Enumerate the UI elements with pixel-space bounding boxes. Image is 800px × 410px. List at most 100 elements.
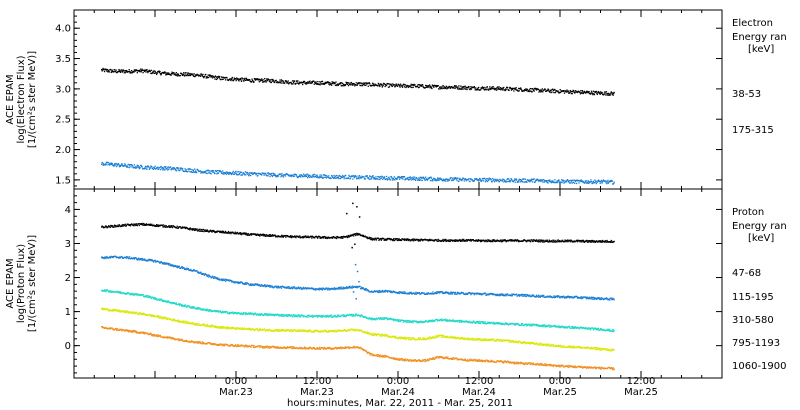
data-point	[338, 288, 340, 290]
data-point	[219, 310, 221, 312]
data-point	[311, 174, 313, 176]
data-point	[435, 85, 437, 87]
data-point	[212, 75, 214, 77]
data-point	[494, 294, 497, 296]
data-point	[532, 240, 534, 243]
data-point	[567, 179, 569, 181]
data-point	[132, 294, 135, 296]
data-point	[443, 87, 445, 90]
data-point	[145, 168, 147, 170]
data-point	[520, 293, 523, 296]
data-point	[121, 255, 123, 258]
data-point	[397, 238, 399, 240]
data-point	[610, 241, 612, 243]
data-point	[161, 263, 164, 265]
data-point	[133, 223, 136, 226]
data-point	[294, 235, 297, 238]
data-point	[418, 177, 420, 179]
data-point	[342, 85, 344, 87]
data-point	[546, 239, 549, 241]
data-point	[337, 175, 339, 177]
data-point	[485, 239, 488, 242]
data-point	[473, 180, 475, 182]
data-point	[263, 234, 266, 236]
data-point	[470, 293, 472, 296]
data-point	[431, 180, 433, 182]
data-point	[406, 84, 408, 87]
data-point	[138, 168, 140, 170]
data-point	[535, 89, 538, 91]
data-point	[522, 181, 524, 183]
data-point	[293, 80, 296, 82]
data-point	[417, 179, 419, 181]
data-point	[140, 259, 142, 261]
data-point	[365, 84, 367, 86]
data-point	[171, 71, 173, 73]
data-point	[210, 76, 212, 78]
data-point	[207, 274, 209, 276]
data-point	[485, 89, 488, 91]
data-point	[190, 268, 192, 271]
data-point	[130, 71, 132, 74]
data-point	[197, 271, 199, 273]
data-point	[315, 175, 317, 178]
data-point	[279, 173, 282, 175]
data-point	[436, 179, 438, 182]
data-point	[330, 236, 333, 238]
data-point	[368, 237, 370, 240]
data-point	[510, 294, 512, 296]
data-point	[414, 292, 416, 294]
data-point	[106, 164, 108, 166]
data-point	[566, 179, 568, 182]
data-point	[601, 91, 603, 94]
data-point	[566, 295, 569, 298]
data-point	[411, 177, 413, 179]
data-point	[448, 240, 450, 242]
data-point	[382, 84, 384, 86]
data-point	[194, 306, 196, 309]
data-point	[144, 165, 147, 168]
data-point	[155, 72, 157, 74]
data-point	[101, 162, 104, 164]
data-point	[350, 287, 353, 289]
data-point	[567, 91, 569, 93]
data-point	[529, 294, 531, 296]
data-point	[488, 240, 490, 243]
data-point	[223, 311, 226, 313]
data-point	[481, 86, 484, 88]
data-point	[117, 224, 119, 226]
data-point	[222, 278, 224, 280]
data-point	[513, 90, 515, 92]
data-point	[281, 236, 284, 238]
data-point	[446, 291, 448, 293]
data-point	[252, 283, 254, 285]
data-point	[482, 87, 484, 89]
data-point	[308, 82, 310, 84]
data-point	[394, 239, 396, 242]
data-point	[331, 175, 333, 177]
data-point	[464, 240, 466, 242]
data-point	[357, 234, 359, 236]
data-point	[102, 257, 105, 259]
data-point	[424, 87, 426, 89]
data-point	[279, 79, 281, 81]
data-point	[133, 258, 136, 260]
data-point	[311, 176, 313, 178]
data-point	[176, 265, 178, 268]
data-point	[177, 167, 179, 170]
data-point	[313, 176, 315, 178]
data-point	[458, 85, 460, 87]
data-point	[156, 72, 158, 74]
data-point	[595, 298, 597, 301]
data-point	[276, 81, 279, 83]
data-point	[463, 180, 465, 182]
data-point	[320, 174, 323, 176]
data-point	[292, 314, 295, 316]
data-point	[480, 292, 482, 295]
data-point	[357, 83, 359, 85]
data-point	[459, 238, 461, 241]
data-point	[432, 291, 434, 293]
data-point	[133, 293, 135, 295]
data-point	[497, 88, 499, 91]
data-point	[502, 89, 504, 91]
